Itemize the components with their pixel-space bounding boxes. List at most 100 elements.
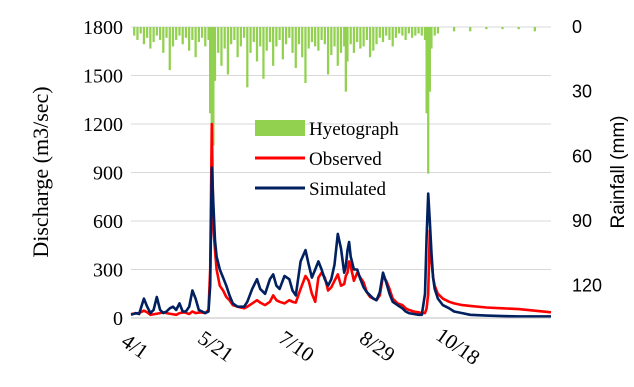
hyetograph-bar xyxy=(420,27,423,36)
hyetograph-bar xyxy=(297,27,301,45)
hyetograph-bar xyxy=(175,27,178,40)
hyetograph-bar xyxy=(485,27,488,30)
hyetograph-bar xyxy=(394,27,398,38)
hyetograph-bar xyxy=(452,27,456,32)
hyetograph-bar xyxy=(326,27,330,75)
hyetograph-bar xyxy=(204,27,207,47)
hyetograph-bar xyxy=(362,27,365,47)
hyetograph-bar xyxy=(149,27,152,49)
y-axis-ticks: 0 300 600 900 1200 1500 1800 xyxy=(83,17,123,330)
hyetograph-bar xyxy=(259,27,262,47)
hyetograph-bar xyxy=(194,27,197,58)
y-tick-label-6: 1800 xyxy=(83,17,123,39)
hyetograph-bar xyxy=(404,27,407,40)
y-tick-label-2: 600 xyxy=(93,211,123,233)
hyetograph-bar xyxy=(284,27,288,45)
hyetograph-bar xyxy=(142,27,146,45)
hyetograph-bar xyxy=(436,27,440,34)
hyetograph-bar xyxy=(385,27,388,36)
hyetograph-bar xyxy=(375,27,378,45)
hyetograph-bar xyxy=(427,27,430,174)
hyetograph-bar xyxy=(423,27,427,40)
hyetograph-bar xyxy=(388,27,391,40)
hyetograph-bar xyxy=(336,27,339,66)
hyetograph-bar xyxy=(255,27,259,62)
hyetograph-bar xyxy=(226,27,230,75)
hyetograph-bar xyxy=(320,27,323,40)
y-tick-label-3: 900 xyxy=(93,163,123,185)
hyetograph-bar xyxy=(425,27,428,114)
hyetograph-bar xyxy=(212,27,215,146)
hyetograph-bar xyxy=(344,27,347,92)
hyetograph-bar xyxy=(210,27,213,200)
hyetograph-bar xyxy=(268,27,272,43)
y-tick-label-1: 300 xyxy=(93,260,123,282)
legend-label-simulated: Simulated xyxy=(309,179,387,200)
hyetograph-bar xyxy=(278,27,281,40)
legend-label-observed: Observed xyxy=(309,149,382,170)
hyetograph-bar xyxy=(330,27,333,56)
hyetograph-bar xyxy=(213,27,217,81)
hyetograph-bar xyxy=(207,27,210,40)
hyetograph-bar xyxy=(381,27,385,43)
hyetograph-bar xyxy=(352,27,356,53)
hyetograph-bar xyxy=(200,27,204,38)
simulated-line xyxy=(130,166,551,318)
hyetograph-bar xyxy=(365,27,368,40)
y-tick-label-0: 0 xyxy=(113,308,123,330)
hyetograph-bar xyxy=(343,27,346,47)
hyetograph-bar xyxy=(288,27,291,38)
hyetograph-bar xyxy=(307,27,310,49)
hyetograph-bar xyxy=(242,27,246,38)
y2-tick-label-0: 0 xyxy=(572,17,582,37)
hyetograph-bar xyxy=(398,27,401,34)
hyetograph-bar xyxy=(239,27,242,47)
hyetograph-bar xyxy=(152,27,155,43)
hyetograph-bar xyxy=(428,27,431,92)
hyetograph-bar xyxy=(291,27,294,53)
legend: Hyetograph Observed Simulated xyxy=(255,119,399,200)
hyetograph-bar xyxy=(197,27,200,43)
hyetograph-bar xyxy=(191,27,194,40)
hyetograph-bar xyxy=(230,27,233,45)
hyetograph-bar xyxy=(188,27,191,51)
hyetograph-bar xyxy=(178,27,181,36)
y-tick-label-4: 1200 xyxy=(83,114,123,136)
hyetograph-bar xyxy=(417,27,420,34)
hyetograph-bar xyxy=(249,27,252,53)
hyetograph-bar xyxy=(433,27,436,36)
hyetograph-bar xyxy=(314,27,317,47)
hyetograph-bar xyxy=(368,27,372,58)
legend-label-hyetograph: Hyetograph xyxy=(309,119,399,140)
hyetograph-bar xyxy=(262,27,265,79)
hyetograph-bar xyxy=(252,27,255,43)
hyetograph-series xyxy=(133,27,536,200)
hyetograph-bar xyxy=(304,27,307,84)
hyetograph-bar xyxy=(275,27,278,47)
hyetograph-bar xyxy=(155,27,158,36)
hyetograph-bar xyxy=(349,27,352,45)
hyetograph-bar xyxy=(430,27,433,49)
hyetograph-bar xyxy=(378,27,381,38)
hyetograph-bar xyxy=(469,27,472,32)
hyetograph-bar xyxy=(359,27,362,49)
hyetograph-bar xyxy=(317,27,320,51)
hyetograph-bar xyxy=(391,27,394,47)
hyetograph-bar xyxy=(333,27,336,47)
hyetograph-bar xyxy=(133,27,136,36)
hyetograph-bar xyxy=(136,27,139,40)
hyetograph-bar xyxy=(281,27,284,60)
hyetograph-bar xyxy=(220,27,223,66)
hyetograph-bar xyxy=(346,27,349,62)
y-axis-label: Discharge (m3/sec) xyxy=(28,86,53,257)
y2-axis-ticks: 0 30 60 90 120 xyxy=(572,17,602,296)
y2-axis-label: Rainfall (mm) xyxy=(608,116,629,229)
hyetograph-bar xyxy=(158,27,162,40)
hyetograph-bar xyxy=(233,27,236,40)
hyetograph-bar xyxy=(339,27,343,53)
hyetograph-bar xyxy=(139,27,142,34)
hyetograph-bar xyxy=(410,27,414,38)
y2-tick-label-2: 60 xyxy=(572,146,592,166)
